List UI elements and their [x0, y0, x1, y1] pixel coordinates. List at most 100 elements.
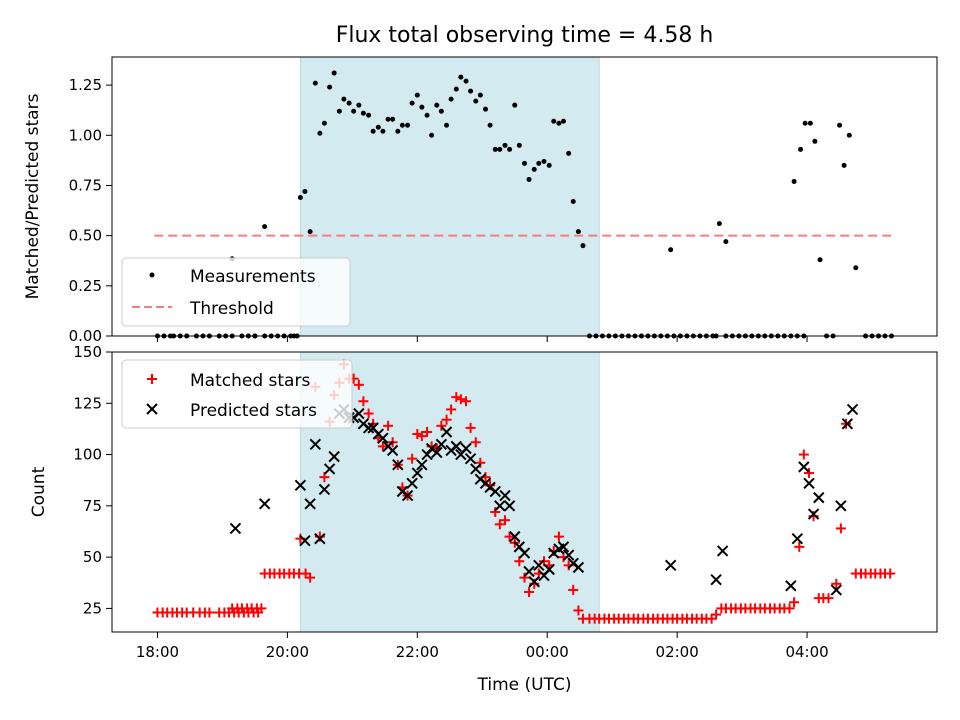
measurement-point — [531, 166, 537, 172]
predicted-star-point — [411, 467, 424, 479]
predicted-star-point — [435, 438, 448, 451]
measurement-point — [551, 118, 557, 124]
measurement-point — [798, 146, 804, 152]
measurement-point — [791, 178, 797, 184]
predicted-star-point — [450, 440, 462, 453]
measurement-point — [414, 92, 420, 98]
measurement-point — [341, 96, 347, 102]
matched-star-point — [798, 449, 809, 460]
measurement-point — [444, 122, 450, 128]
predicted-star-point — [431, 446, 443, 459]
ratio-y-tick-label: 0.75 — [69, 176, 102, 194]
predicted-star-point — [716, 545, 729, 557]
measurement-point — [336, 108, 342, 114]
measurement-point — [541, 158, 547, 164]
measurement-point — [802, 120, 808, 126]
measurement-point — [380, 128, 386, 134]
measurement-point — [536, 160, 542, 166]
measurement-point — [351, 108, 357, 114]
predicted-star-point — [229, 522, 242, 535]
measurement-point — [497, 146, 503, 152]
measurement-point — [841, 162, 847, 168]
matched-star-point — [383, 420, 394, 431]
matched-star-point — [573, 605, 584, 616]
measurement-point — [473, 98, 479, 104]
measurement-point — [434, 102, 440, 108]
legend-predicted-marker — [146, 403, 158, 415]
measurement-point — [360, 110, 366, 116]
measurement-point — [556, 120, 562, 126]
predicted-star-point — [503, 500, 516, 512]
predicted-star-point — [362, 422, 375, 434]
legend-x-glyph — [146, 403, 158, 415]
count-panel: 25 50 75 100 125 150 18:00 20:00 22:00 00:00 02:0… — [29, 343, 938, 695]
predicted-star-point — [392, 459, 404, 471]
measurement-point — [375, 124, 381, 130]
ratio-y-tick-label: 0.50 — [69, 227, 102, 245]
measurement-point — [331, 70, 337, 76]
predicted-star-point — [328, 450, 340, 463]
matched-star-point — [500, 515, 511, 526]
chart-title: Flux total observing time = 4.58 h — [336, 23, 714, 48]
measurement-point — [566, 150, 572, 156]
matched-star-point — [256, 603, 267, 614]
predicted-star-point — [294, 479, 307, 492]
measurement-point — [812, 138, 818, 144]
legend-plus-glyph — [147, 374, 157, 384]
measurement-point — [307, 229, 313, 235]
measurement-point — [409, 100, 415, 106]
measurement-point — [512, 102, 518, 108]
predicted-star-point — [785, 580, 797, 592]
measurement-point — [429, 132, 435, 138]
matched-star-point — [451, 392, 462, 403]
measurement-point — [668, 247, 674, 253]
matched-star-point — [455, 394, 466, 405]
time-x-ticks: 18:00 20:00 22:00 00:00 02:00 04:00 — [136, 632, 829, 661]
measurement-point — [395, 128, 401, 134]
count-y-tick-label: 25 — [83, 599, 102, 617]
matched-star-point — [204, 607, 215, 618]
time-x-tick-label: 04:00 — [785, 643, 828, 661]
count-axes-frame — [111, 351, 938, 633]
predicted-star-point — [401, 489, 414, 502]
legend-measurements-label: Measurements — [190, 267, 316, 287]
matched-star-point — [831, 578, 842, 589]
measurement-point — [346, 100, 352, 106]
matched-star-point — [808, 511, 819, 522]
predicted-star-point — [791, 532, 804, 545]
matched-star-point — [416, 431, 427, 442]
matched-star-point — [885, 568, 896, 579]
predicted-star-point — [572, 561, 585, 574]
measurement-point — [448, 96, 454, 102]
measurement-point — [468, 88, 474, 94]
predicted-star-point — [518, 547, 531, 559]
measurement-point — [424, 112, 430, 118]
predicted-star-point — [557, 541, 570, 553]
matched-star-point — [422, 427, 433, 437]
predicted-star-point — [841, 418, 854, 430]
predicted-star-point — [353, 407, 365, 420]
measurement-point — [560, 118, 566, 124]
predicted-star-point — [543, 563, 555, 576]
predicted-star-point — [406, 477, 418, 489]
measurement-point — [405, 122, 411, 128]
matched-star-point — [358, 396, 369, 407]
predicted-star-point — [309, 438, 322, 451]
measurement-point — [262, 224, 268, 230]
measurement-point — [327, 84, 333, 90]
predicted-star-point — [523, 565, 535, 578]
count-y-tick-label: 150 — [73, 343, 102, 361]
predicted-star-point — [460, 442, 472, 455]
time-x-tick-label: 02:00 — [656, 643, 699, 661]
matched-star-point — [835, 523, 846, 534]
measurement-point — [723, 239, 729, 245]
matched-star-point — [465, 422, 476, 433]
measurement-point — [502, 142, 508, 148]
matched-star-point — [504, 531, 515, 542]
predicted-star-point — [318, 483, 331, 496]
measurement-point — [526, 176, 532, 182]
measurement-point — [321, 120, 327, 126]
predicted-star-point — [830, 584, 843, 596]
measurement-point — [458, 74, 464, 80]
predicted-star-point — [416, 459, 428, 471]
